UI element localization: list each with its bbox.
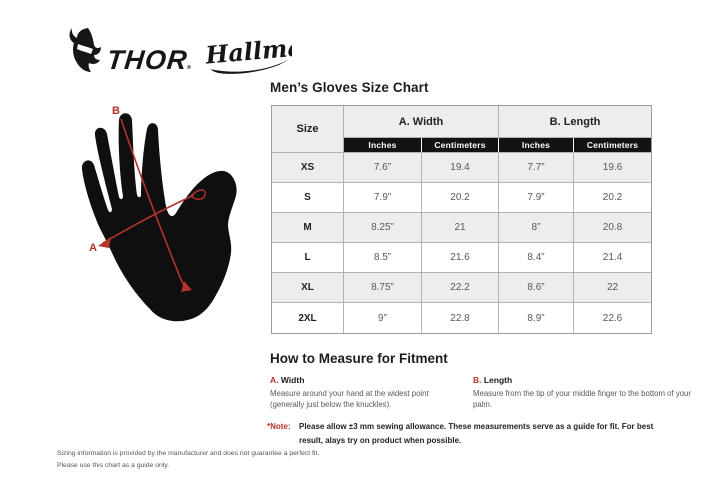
- value-cell: 21.6: [422, 243, 499, 273]
- thor-wordmark: THOR®: [105, 45, 192, 75]
- fitment-width-prefix: A.: [270, 375, 279, 385]
- fitment-note: *Note: Please allow ±3 mm sewing allowan…: [267, 420, 709, 447]
- fitment-width-description: Measure around your hand at the widest p…: [270, 389, 429, 410]
- value-cell: 19.4: [422, 153, 499, 183]
- table-header-row: Size A. Width B. Length: [272, 106, 651, 153]
- size-chart-table: Size A. Width B. Length Inches Centimete…: [271, 105, 652, 334]
- fitment-length-description: Measure from the tip of your middle fing…: [473, 389, 691, 410]
- value-cell: 8.4”: [499, 243, 574, 273]
- measure-line-b-arrow: [181, 281, 192, 292]
- subheader-length-inches: Inches: [499, 138, 574, 153]
- value-cell: 21: [422, 213, 499, 243]
- size-cell: L: [272, 243, 344, 273]
- table-row-xl: XL 8.75” 22.2 8.6” 22: [272, 273, 651, 303]
- size-cell: XS: [272, 153, 344, 183]
- table-subheader-row: Inches Centimeters Inches Centimeters: [272, 138, 651, 153]
- value-cell: 8.9”: [499, 303, 574, 333]
- subheader-width-inches: Inches: [344, 138, 422, 153]
- header-group-width: A. Width: [344, 106, 499, 138]
- header-group-length: B. Length: [499, 106, 651, 138]
- value-cell: 20.8: [574, 213, 651, 243]
- disclaimer-line-2: Please use this chart as a guide only.: [57, 461, 170, 469]
- subheader-width-centimeters: Centimeters: [422, 138, 499, 153]
- brand-logos: THOR® Hallman: [66, 27, 321, 86]
- value-cell: 8.6”: [499, 273, 574, 303]
- size-chart-title: Men’s Gloves Size Chart: [270, 80, 429, 95]
- disclaimer-line-1: Sizing information is provided by the ma…: [57, 450, 320, 457]
- value-cell: 8.75”: [344, 273, 422, 303]
- value-cell: 22.2: [422, 273, 499, 303]
- measure-line-a: [102, 194, 195, 244]
- subheader-length-centimeters: Centimeters: [574, 138, 651, 153]
- hallman-wordmark: Hallman: [203, 31, 321, 86]
- header-size: Size: [272, 106, 344, 153]
- fitment-width-label: A. Width: [270, 375, 305, 385]
- fitment-section: How to Measure for Fitment A. Width Meas…: [270, 351, 706, 410]
- size-cell: XL: [272, 273, 344, 303]
- value-cell: 7.6”: [344, 153, 422, 183]
- value-cell: 7.7”: [499, 153, 574, 183]
- table-row-2xl: 2XL 9” 22.8 8.9” 22.6: [272, 303, 651, 333]
- value-cell: 20.2: [574, 183, 651, 213]
- glove-label-a: A: [89, 242, 97, 254]
- fitment-length-block: B. Length Measure from the tip of your m…: [473, 375, 709, 410]
- table-row-l: L 8.5” 21.6 8.4” 21.4: [272, 243, 651, 273]
- table-row-s: S 7.9” 20.2 7.9” 20.2: [272, 183, 651, 213]
- glove-illustration: B A: [60, 85, 260, 340]
- measure-line-a-hook: [189, 189, 206, 200]
- value-cell: 9”: [344, 303, 422, 333]
- sizing-disclaimer: Sizing information is provided by the ma…: [57, 448, 357, 472]
- value-cell: 20.2: [422, 183, 499, 213]
- value-cell: 8.25”: [344, 213, 422, 243]
- glove-label-b: B: [112, 105, 120, 117]
- thor-logo: THOR®: [66, 27, 192, 78]
- measure-line-a-arrow: [98, 237, 111, 248]
- value-cell: 22: [574, 273, 651, 303]
- thor-helmet-icon: [66, 27, 104, 78]
- registered-mark: ®: [186, 65, 192, 71]
- note-text: Please allow ±3 mm sewing allowance. The…: [299, 422, 654, 445]
- size-cell: M: [272, 213, 344, 243]
- value-cell: 22.6: [574, 303, 651, 333]
- value-cell: 8”: [499, 213, 574, 243]
- value-cell: 22.8: [422, 303, 499, 333]
- value-cell: 7.9”: [499, 183, 574, 213]
- value-cell: 7.9”: [344, 183, 422, 213]
- value-cell: 19.6: [574, 153, 651, 183]
- fitment-heading: How to Measure for Fitment: [270, 351, 448, 366]
- note-label: *Note:: [267, 422, 291, 431]
- value-cell: 21.4: [574, 243, 651, 273]
- fitment-length-label: B. Length: [473, 375, 513, 385]
- table-row-xs: XS 7.6” 19.4 7.7” 19.6: [272, 153, 651, 183]
- size-cell: S: [272, 183, 344, 213]
- value-cell: 8.5”: [344, 243, 422, 273]
- fitment-width-block: A. Width Measure around your hand at the…: [270, 375, 473, 410]
- table-row-m: M 8.25” 21 8” 20.8: [272, 213, 651, 243]
- size-cell: 2XL: [272, 303, 344, 333]
- glove-hand-silhouette: [81, 113, 237, 322]
- fitment-length-prefix: B.: [473, 375, 482, 385]
